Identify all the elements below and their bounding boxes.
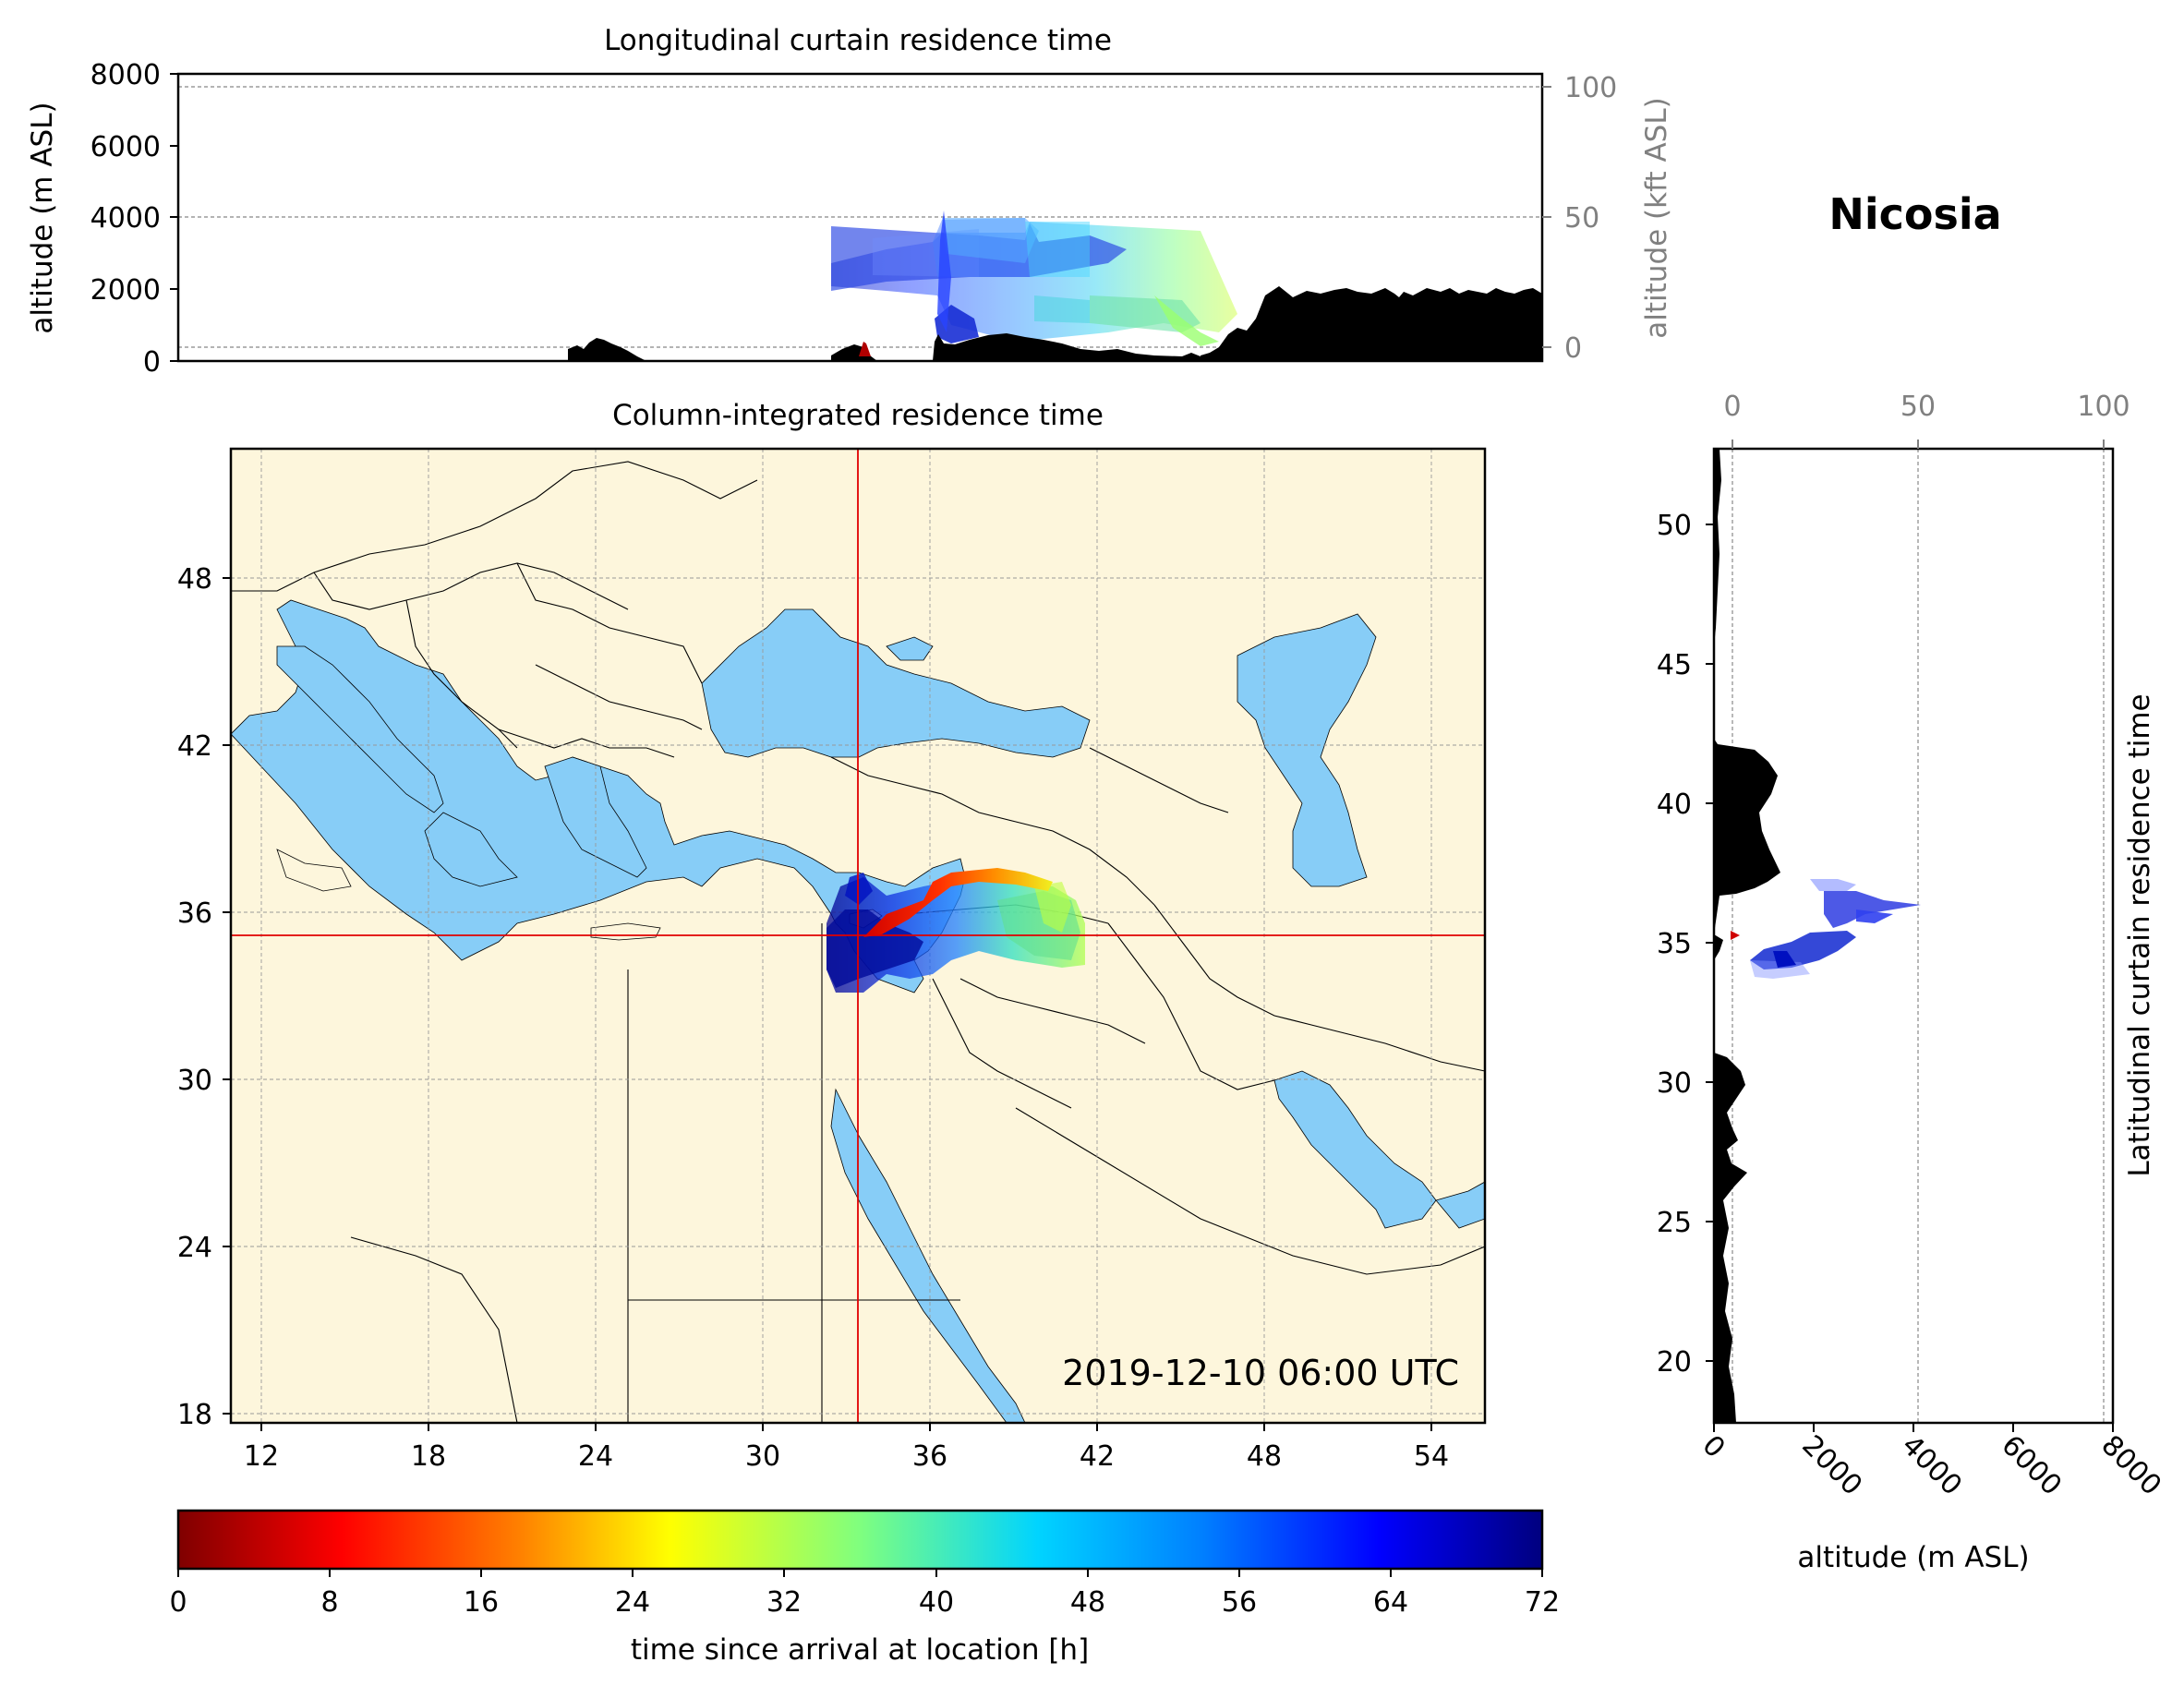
right-xtick-top: 50 — [1900, 391, 1936, 423]
colorbar-tick: 48 — [1070, 1586, 1105, 1619]
map-ytick: 30 — [177, 1065, 212, 1097]
right-panel: 0 50 100 20 25 30 35 40 45 50 0 2000 4 — [1657, 391, 2167, 1574]
top-ytick: 2000 — [90, 274, 161, 307]
map-frame — [229, 447, 1487, 1425]
top-panel: Longitudinal curtain residence time — [26, 24, 1673, 379]
right-panel-local-trace — [1731, 931, 1740, 940]
right-ytick: 30 — [1657, 1067, 1692, 1100]
right-xtick-top: 0 — [1723, 391, 1741, 423]
colorbar-gradient — [176, 1509, 1544, 1571]
top-ytick-right: 50 — [1564, 202, 1599, 235]
crosshair-icon — [231, 449, 1485, 1423]
top-ytick: 0 — [143, 346, 161, 379]
right-panel-terrain — [1714, 449, 1780, 1423]
station-name: Nicosia — [1828, 189, 2001, 239]
top-panel-local-trace — [859, 342, 871, 356]
map-ytick: 48 — [177, 563, 212, 596]
map-xtick: 18 — [411, 1440, 446, 1473]
map-borders — [231, 461, 1485, 1423]
map-xtick: 12 — [244, 1440, 279, 1473]
colorbar-tick: 32 — [766, 1586, 802, 1619]
right-xtick: 4000 — [1895, 1429, 1968, 1502]
timestamp-label: 2019-12-10 06:00 UTC — [1062, 1353, 1459, 1393]
colorbar-tick: 56 — [1222, 1586, 1257, 1619]
colorbar-tick: 8 — [320, 1586, 338, 1619]
top-ytick: 6000 — [90, 131, 161, 163]
right-xtick: 8000 — [2094, 1429, 2167, 1502]
map-xtick: 48 — [1247, 1440, 1282, 1473]
top-ytick-right: 100 — [1564, 72, 1617, 104]
right-ytick: 25 — [1657, 1207, 1692, 1239]
colorbar-tick: 64 — [1373, 1586, 1408, 1619]
map-xtick: 24 — [578, 1440, 613, 1473]
colorbar-tick: 0 — [169, 1586, 187, 1619]
map-ytick: 24 — [177, 1232, 212, 1264]
right-xlabel: altitude (m ASL) — [1797, 1541, 2029, 1574]
right-ytick: 45 — [1657, 649, 1692, 681]
right-xtick-top: 100 — [2077, 391, 2130, 423]
map-ytick: 18 — [177, 1399, 212, 1431]
colorbar-tick: 72 — [1525, 1586, 1560, 1619]
right-ytick: 40 — [1657, 789, 1692, 821]
map-seas — [231, 599, 1485, 1423]
top-panel-terrain — [568, 333, 1542, 361]
top-ylabel: altitude (m ASL) — [26, 102, 59, 333]
map-xtick: 30 — [745, 1440, 780, 1473]
top-panel-terrain-high — [1201, 286, 1542, 361]
map-xtick: 54 — [1414, 1440, 1449, 1473]
colorbar: 0 8 16 24 32 40 48 56 64 72 time since a… — [169, 1509, 1560, 1667]
map-xtick: 42 — [1080, 1440, 1115, 1473]
map-panel-title: Column-integrated residence time — [612, 399, 1104, 432]
top-panel-plume — [831, 211, 1237, 346]
right-panel-plume — [1750, 879, 1921, 979]
right-ytick: 20 — [1657, 1346, 1692, 1379]
right-ytick: 50 — [1657, 510, 1692, 542]
colorbar-tick: 24 — [615, 1586, 650, 1619]
right-xtick: 2000 — [1795, 1429, 1868, 1502]
top-ytick: 4000 — [90, 202, 161, 235]
top-ylabel-right: altitude (kft ASL) — [1640, 97, 1673, 338]
colorbar-label: time since arrival at location [h] — [631, 1633, 1089, 1667]
right-xtick: 6000 — [1995, 1429, 2068, 1502]
right-ylabel: Latitudinal curtain residence time — [2123, 693, 2156, 1176]
top-ytick-right: 0 — [1564, 332, 1582, 365]
right-ytick: 35 — [1657, 928, 1692, 960]
colorbar-tick: 16 — [464, 1586, 499, 1619]
map-panel: Column-integrated residence time — [177, 399, 1487, 1473]
map-xtick: 36 — [912, 1440, 947, 1473]
colorbar-tick: 40 — [919, 1586, 954, 1619]
right-xtick: 0 — [1695, 1429, 1731, 1464]
top-panel-title: Longitudinal curtain residence time — [604, 24, 1112, 57]
map-ytick: 42 — [177, 730, 212, 763]
map-ytick: 36 — [177, 897, 212, 930]
top-ytick: 8000 — [90, 59, 161, 91]
